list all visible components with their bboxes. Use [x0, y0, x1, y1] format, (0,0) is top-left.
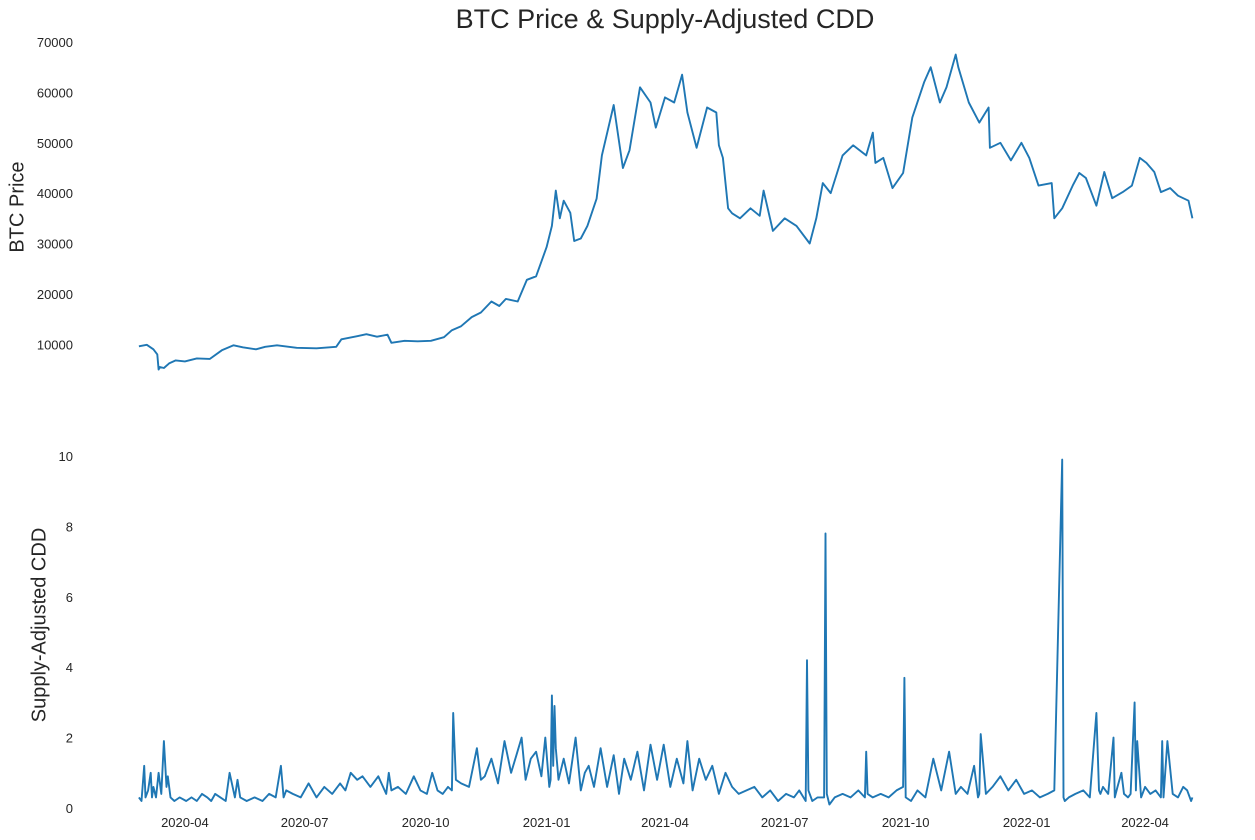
y-tick-label-price: 50000 [37, 136, 73, 151]
x-tick-label: 2020-10 [402, 815, 450, 830]
price-axis-label: BTC Price [6, 161, 28, 252]
x-tick-label: 2021-10 [882, 815, 930, 830]
y-tick-label-price: 10000 [37, 337, 73, 352]
cdd-axis-label: Supply-Adjusted CDD [28, 528, 50, 723]
y-tick-label-price: 40000 [37, 186, 73, 201]
y-tick-label-cdd: 8 [66, 519, 73, 534]
y-tick-label-price: 30000 [37, 237, 73, 252]
x-tick-label: 2022-01 [1003, 815, 1051, 830]
y-tick-label-price: 60000 [37, 85, 73, 100]
y-tick-label-price: 20000 [37, 287, 73, 302]
x-tick-label: 2021-07 [761, 815, 809, 830]
chart-title: BTC Price & Supply-Adjusted CDD [455, 4, 875, 34]
btc-price-line [138, 53, 1194, 371]
y-tick-label-cdd: 0 [66, 801, 73, 816]
y-tick-label-cdd: 2 [66, 731, 73, 746]
x-tick-label: 2021-04 [641, 815, 689, 830]
y-tick-label-cdd: 6 [66, 590, 73, 605]
y-tick-label-cdd: 10 [59, 449, 73, 464]
x-tick-label: 2020-04 [161, 815, 209, 830]
x-tick-label: 2022-04 [1121, 815, 1169, 830]
y-tick-label-price: 70000 [37, 35, 73, 50]
supply-adjusted-cdd-line [138, 458, 1194, 806]
x-tick-label: 2021-01 [523, 815, 571, 830]
y-tick-label-cdd: 4 [66, 660, 73, 675]
x-tick-label: 2020-07 [281, 815, 329, 830]
